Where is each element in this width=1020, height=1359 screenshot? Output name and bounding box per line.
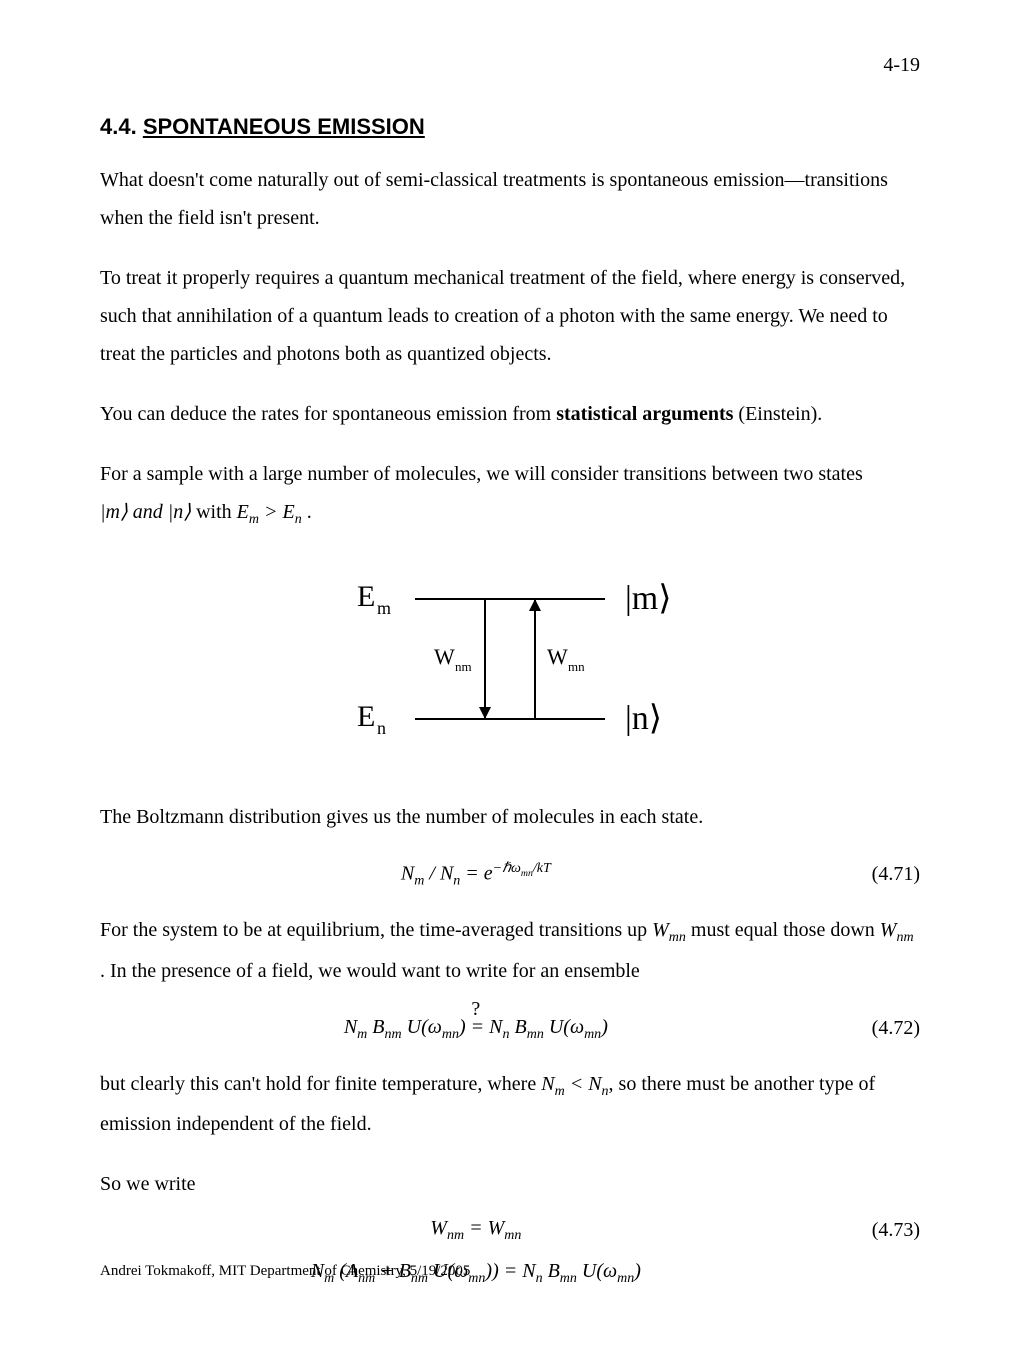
p3b: (Einstein).	[733, 403, 822, 425]
section-heading: SPONTANEOUS EMISSION	[143, 114, 425, 139]
equation-4-72: ? Nm Bnm U(ωmn) = Nn Bmn U(ωmn) (4.72)	[100, 1012, 920, 1045]
Nm-lt-Nn: Nm < Nn	[541, 1073, 608, 1095]
paragraph-4: For a sample with a large number of mole…	[100, 455, 920, 534]
svg-text:nm: nm	[455, 659, 472, 674]
svg-text:n: n	[377, 718, 386, 738]
equation-4-73a: Wnm = Wmn (4.73)	[100, 1213, 920, 1246]
eq-4-72-content: ? Nm Bnm U(ωmn) = Nn Bmn U(ωmn)	[344, 1012, 608, 1045]
p4c: .	[302, 501, 312, 523]
eq-4-73a-content: Wnm = Wmn	[430, 1213, 521, 1246]
svg-text:m: m	[377, 598, 391, 618]
paragraph-6: For the system to be at equilibrium, the…	[100, 911, 920, 990]
paragraph-1: What doesn't come naturally out of semi-…	[100, 161, 920, 237]
p4b: with	[191, 501, 237, 523]
paragraph-5: The Boltzmann distribution gives us the …	[100, 798, 920, 836]
eq-4-72-number: (4.72)	[852, 1013, 920, 1043]
p4a: For a sample with a large number of mole…	[100, 463, 863, 485]
p7a: but clearly this can't hold for finite t…	[100, 1073, 541, 1095]
em-gt-en: Em > En	[237, 501, 302, 523]
page-footer: Andrei Tokmakoff, MIT Department of Chem…	[100, 1260, 470, 1283]
svg-text:|n⟩: |n⟩	[625, 700, 662, 737]
eq-4-71-content: Nm / Nn = e−ℏωmn/kT	[401, 858, 551, 892]
svg-text:mn: mn	[568, 659, 585, 674]
energy-level-diagram: E m E n |m⟩ |n⟩ W nm W mn	[100, 564, 920, 763]
section-title: 4.4. SPONTANEOUS EMISSION	[100, 110, 920, 143]
Wmn-inline: Wmn	[652, 919, 686, 941]
p6a: For the system to be at equilibrium, the…	[100, 919, 652, 941]
ket-m-inline: |m⟩ and |n⟩	[100, 501, 191, 523]
p6c: . In the presence of a field, we would w…	[100, 960, 640, 982]
equation-4-71: Nm / Nn = e−ℏωmn/kT (4.71)	[100, 858, 920, 892]
svg-text:E: E	[357, 700, 375, 733]
page-number: 4-19	[883, 50, 920, 80]
p6b: must equal those down	[686, 919, 880, 941]
svg-text:W: W	[547, 644, 568, 669]
paragraph-7: but clearly this can't hold for finite t…	[100, 1065, 920, 1144]
eq-4-71-number: (4.71)	[852, 859, 920, 889]
svg-text:|m⟩: |m⟩	[625, 580, 672, 617]
paragraph-2: To treat it properly requires a quantum …	[100, 259, 920, 373]
svg-text:E: E	[357, 580, 375, 613]
paragraph-8: So we write	[100, 1165, 920, 1203]
svg-text:W: W	[434, 644, 455, 669]
eq-4-73-number: (4.73)	[852, 1215, 920, 1245]
p3-bold: statistical arguments	[556, 403, 733, 425]
section-number: 4.4.	[100, 114, 137, 139]
p3a: You can deduce the rates for spontaneous…	[100, 403, 556, 425]
paragraph-3: You can deduce the rates for spontaneous…	[100, 395, 920, 433]
Wnm-inline: Wnm	[880, 919, 914, 941]
